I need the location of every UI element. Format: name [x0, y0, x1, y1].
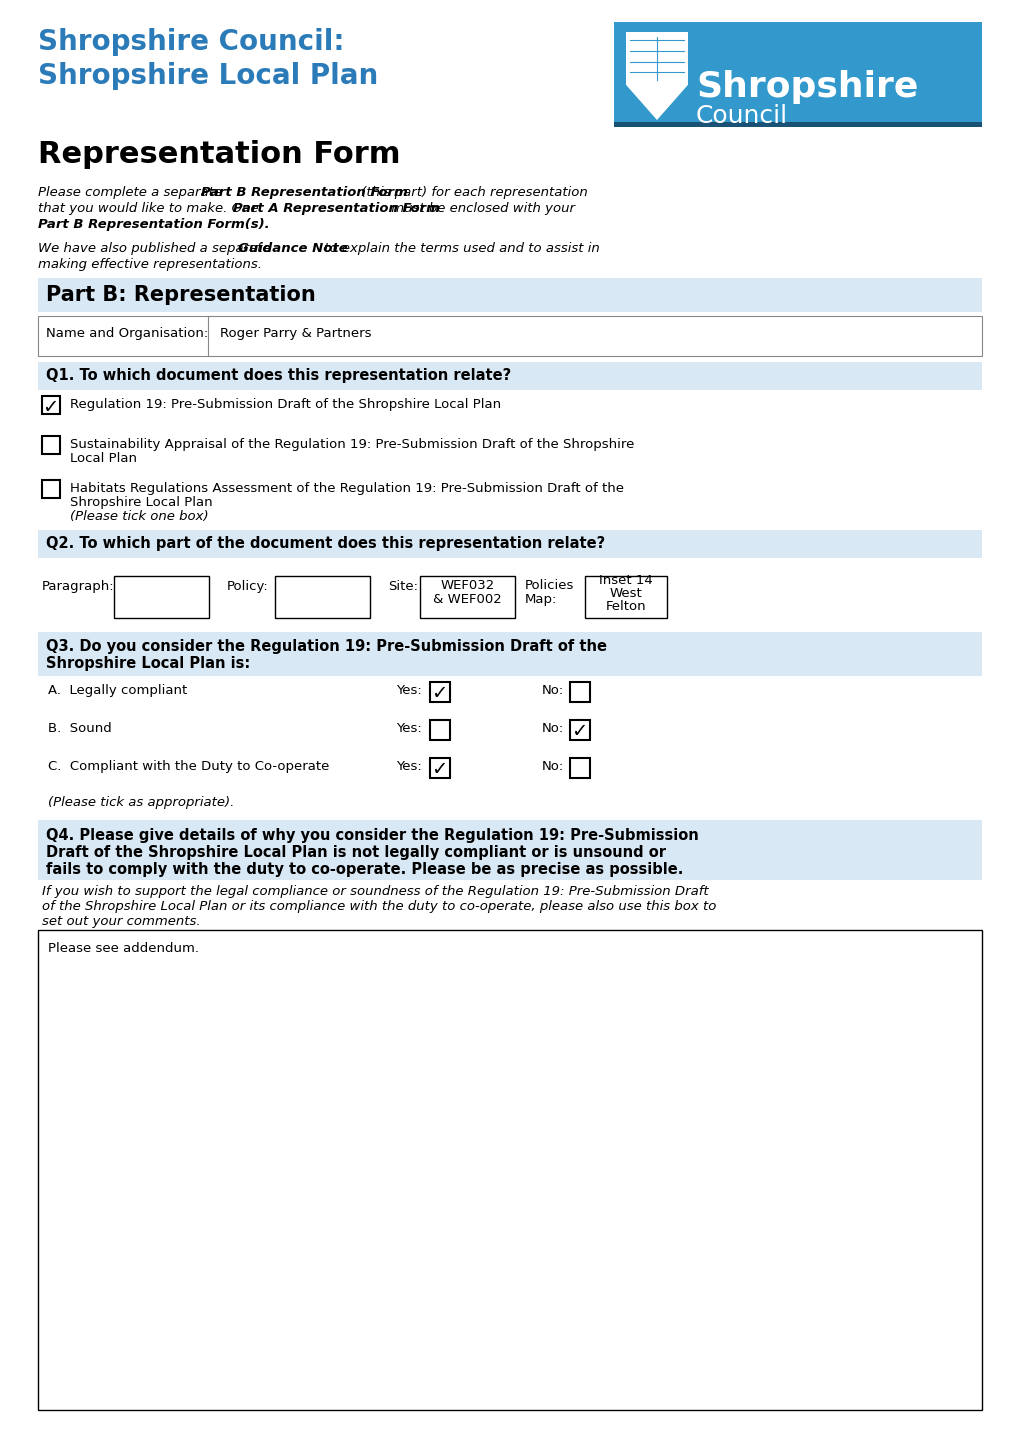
- Text: Map:: Map:: [525, 593, 556, 606]
- Polygon shape: [626, 32, 688, 120]
- Text: Site:: Site:: [387, 580, 418, 593]
- Text: making effective representations.: making effective representations.: [38, 258, 262, 271]
- Text: We have also published a separate: We have also published a separate: [38, 242, 274, 255]
- Bar: [38, 316, 981, 356]
- Bar: [42, 397, 60, 414]
- Text: must be enclosed with your: must be enclosed with your: [386, 202, 575, 215]
- Text: Shropshire Council:: Shropshire Council:: [38, 27, 344, 56]
- Text: No:: No:: [541, 722, 564, 735]
- Text: Shropshire: Shropshire: [695, 71, 917, 104]
- Text: Roger Parry & Partners: Roger Parry & Partners: [220, 327, 371, 340]
- Text: Yes:: Yes:: [395, 684, 421, 696]
- Text: B.  Sound: B. Sound: [48, 722, 112, 735]
- Text: of the Shropshire Local Plan or its compliance with the duty to co-operate, plea: of the Shropshire Local Plan or its comp…: [42, 900, 715, 913]
- Bar: [38, 930, 981, 1410]
- Bar: [42, 480, 60, 497]
- Bar: [38, 820, 981, 880]
- Text: Q4. Please give details of why you consider the Regulation 19: Pre-Submission: Q4. Please give details of why you consi…: [46, 828, 698, 844]
- Text: fails to comply with the duty to co-operate. Please be as precise as possible.: fails to comply with the duty to co-oper…: [46, 862, 683, 877]
- Text: Representation Form: Representation Form: [38, 140, 400, 169]
- Text: Part B Representation Form(s).: Part B Representation Form(s).: [38, 218, 269, 231]
- Text: Paragraph:: Paragraph:: [42, 580, 114, 593]
- Bar: [114, 575, 209, 619]
- Bar: [42, 435, 60, 454]
- Text: Sustainability Appraisal of the Regulation 19: Pre-Submission Draft of the Shrop: Sustainability Appraisal of the Regulati…: [70, 438, 634, 451]
- Text: Guidance Note: Guidance Note: [237, 242, 347, 255]
- Bar: [38, 278, 981, 311]
- Text: West: West: [609, 587, 642, 600]
- Text: Shropshire Local Plan: Shropshire Local Plan: [38, 62, 378, 89]
- Bar: [570, 758, 589, 779]
- Bar: [430, 758, 449, 779]
- Text: ✓: ✓: [571, 722, 587, 741]
- Bar: [570, 682, 589, 702]
- Bar: [420, 575, 515, 619]
- Text: ✓: ✓: [431, 760, 447, 779]
- Text: & WEF002: & WEF002: [433, 593, 501, 606]
- Text: No:: No:: [541, 684, 564, 696]
- Bar: [613, 22, 981, 127]
- Text: Part A Representation Form: Part A Representation Form: [232, 202, 439, 215]
- Text: (Please tick as appropriate).: (Please tick as appropriate).: [48, 796, 234, 809]
- Text: Part B Representation Form: Part B Representation Form: [201, 186, 408, 199]
- Text: WEF032: WEF032: [440, 580, 494, 593]
- Text: Policy:: Policy:: [227, 580, 268, 593]
- Text: Q3. Do you consider the Regulation 19: Pre-Submission Draft of the: Q3. Do you consider the Regulation 19: P…: [46, 639, 606, 655]
- Text: ✓: ✓: [42, 398, 58, 417]
- Text: Please complete a separate: Please complete a separate: [38, 186, 226, 199]
- Bar: [570, 720, 589, 740]
- Text: Shropshire Local Plan is:: Shropshire Local Plan is:: [46, 656, 250, 671]
- Bar: [430, 720, 449, 740]
- Bar: [430, 682, 449, 702]
- Text: Regulation 19: Pre-Submission Draft of the Shropshire Local Plan: Regulation 19: Pre-Submission Draft of t…: [70, 398, 500, 411]
- Text: Habitats Regulations Assessment of the Regulation 19: Pre-Submission Draft of th: Habitats Regulations Assessment of the R…: [70, 482, 624, 495]
- Bar: [585, 575, 666, 619]
- Bar: [613, 123, 981, 127]
- Text: Yes:: Yes:: [395, 722, 421, 735]
- Text: set out your comments.: set out your comments.: [42, 916, 201, 929]
- Text: Policies: Policies: [525, 580, 574, 593]
- Text: No:: No:: [541, 760, 564, 773]
- Text: (Please tick one box): (Please tick one box): [70, 510, 209, 523]
- Bar: [38, 632, 981, 676]
- Text: Felton: Felton: [605, 600, 646, 613]
- Text: to explain the terms used and to assist in: to explain the terms used and to assist …: [320, 242, 599, 255]
- Text: Part B: Representation: Part B: Representation: [46, 286, 316, 306]
- Text: Council: Council: [695, 104, 788, 128]
- Text: Please see addendum.: Please see addendum.: [48, 942, 199, 955]
- Text: (this part) for each representation: (this part) for each representation: [357, 186, 587, 199]
- Text: Local Plan: Local Plan: [70, 451, 137, 464]
- Text: Q2. To which part of the document does this representation relate?: Q2. To which part of the document does t…: [46, 536, 604, 551]
- Bar: [38, 531, 981, 558]
- Text: Shropshire Local Plan: Shropshire Local Plan: [70, 496, 212, 509]
- Text: C.  Compliant with the Duty to Co-operate: C. Compliant with the Duty to Co-operate: [48, 760, 329, 773]
- Text: Yes:: Yes:: [395, 760, 421, 773]
- Text: that you would like to make. One: that you would like to make. One: [38, 202, 263, 215]
- Text: Inset 14: Inset 14: [598, 574, 652, 587]
- Text: If you wish to support the legal compliance or soundness of the Regulation 19: P: If you wish to support the legal complia…: [42, 885, 708, 898]
- Text: ✓: ✓: [431, 684, 447, 704]
- Text: A.  Legally compliant: A. Legally compliant: [48, 684, 187, 696]
- Text: Q1. To which document does this representation relate?: Q1. To which document does this represen…: [46, 368, 511, 384]
- Text: Draft of the Shropshire Local Plan is not legally compliant or is unsound or: Draft of the Shropshire Local Plan is no…: [46, 845, 665, 859]
- Bar: [275, 575, 370, 619]
- Text: Name and Organisation:: Name and Organisation:: [46, 327, 208, 340]
- Bar: [38, 362, 981, 389]
